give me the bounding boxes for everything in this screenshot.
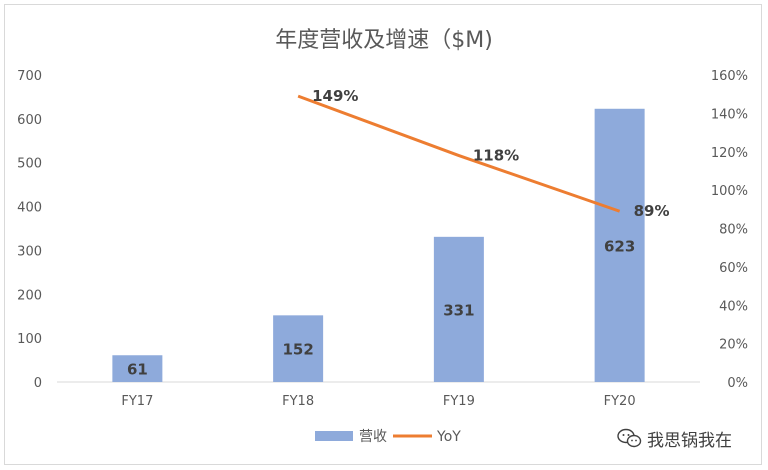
yoy-line <box>297 94 621 213</box>
line-data-label: 118% <box>473 147 519 165</box>
legend-swatch-revenue <box>315 431 353 441</box>
bar <box>112 355 163 382</box>
bar <box>433 236 484 382</box>
chart: 年度营收及增速（$M) 0 100 200 300 400 500 600 700 0% 20%… <box>17 28 748 451</box>
category-label: FY17 <box>121 394 153 409</box>
line-series: 149% 118% 89% <box>297 87 670 220</box>
right-tick-label: 20% <box>719 338 748 353</box>
left-tick-label: 200 <box>17 288 42 303</box>
legend-label-revenue: 营收 <box>359 429 387 445</box>
left-axis: 0 100 200 300 400 500 600 700 <box>17 69 42 391</box>
right-tick-label: 160% <box>711 69 748 84</box>
watermark-text: 我思锅我在 <box>647 431 732 451</box>
left-tick-label: 600 <box>17 113 42 128</box>
bar-series: 61 152 331 623 <box>112 108 645 383</box>
bar <box>594 108 645 383</box>
legend-label-yoy: YoY <box>436 429 461 445</box>
right-tick-label: 140% <box>711 107 748 122</box>
watermark: 我思锅我在 <box>617 428 732 451</box>
bar-data-label: 152 <box>282 341 313 359</box>
bar <box>273 315 324 382</box>
category-label: FY20 <box>604 394 636 409</box>
left-tick-label: 500 <box>17 157 42 172</box>
left-tick-label: 700 <box>17 69 42 84</box>
right-tick-label: 100% <box>711 184 748 199</box>
right-axis: 0% 20% 40% 60% 80% 100% 120% 140% 160% <box>711 69 748 391</box>
right-tick-label: 0% <box>727 376 748 391</box>
right-tick-label: 120% <box>711 146 748 161</box>
left-tick-label: 0 <box>34 376 42 391</box>
legend: 营收 YoY <box>315 429 461 445</box>
line-data-label: 149% <box>312 87 358 105</box>
bar-data-label: 623 <box>604 237 635 255</box>
bar-data-label: 61 <box>127 361 148 379</box>
right-tick-label: 80% <box>719 223 748 238</box>
wechat-icon <box>617 428 642 448</box>
left-tick-label: 400 <box>17 201 42 216</box>
line-data-label: 89% <box>634 202 670 220</box>
right-tick-label: 60% <box>719 261 748 276</box>
left-tick-label: 300 <box>17 244 42 259</box>
chart-title: 年度营收及增速（$M) <box>275 28 493 53</box>
left-tick-label: 100 <box>17 332 42 347</box>
category-label: FY18 <box>282 394 314 409</box>
category-labels: FY17 FY18 FY19 FY20 <box>121 394 635 409</box>
category-label: FY19 <box>443 394 475 409</box>
chart-frame: 年度营收及增速（$M) 0 100 200 300 400 500 600 700 0% 20%… <box>4 4 762 465</box>
bar-data-label: 331 <box>443 301 474 319</box>
right-tick-label: 40% <box>719 299 748 314</box>
